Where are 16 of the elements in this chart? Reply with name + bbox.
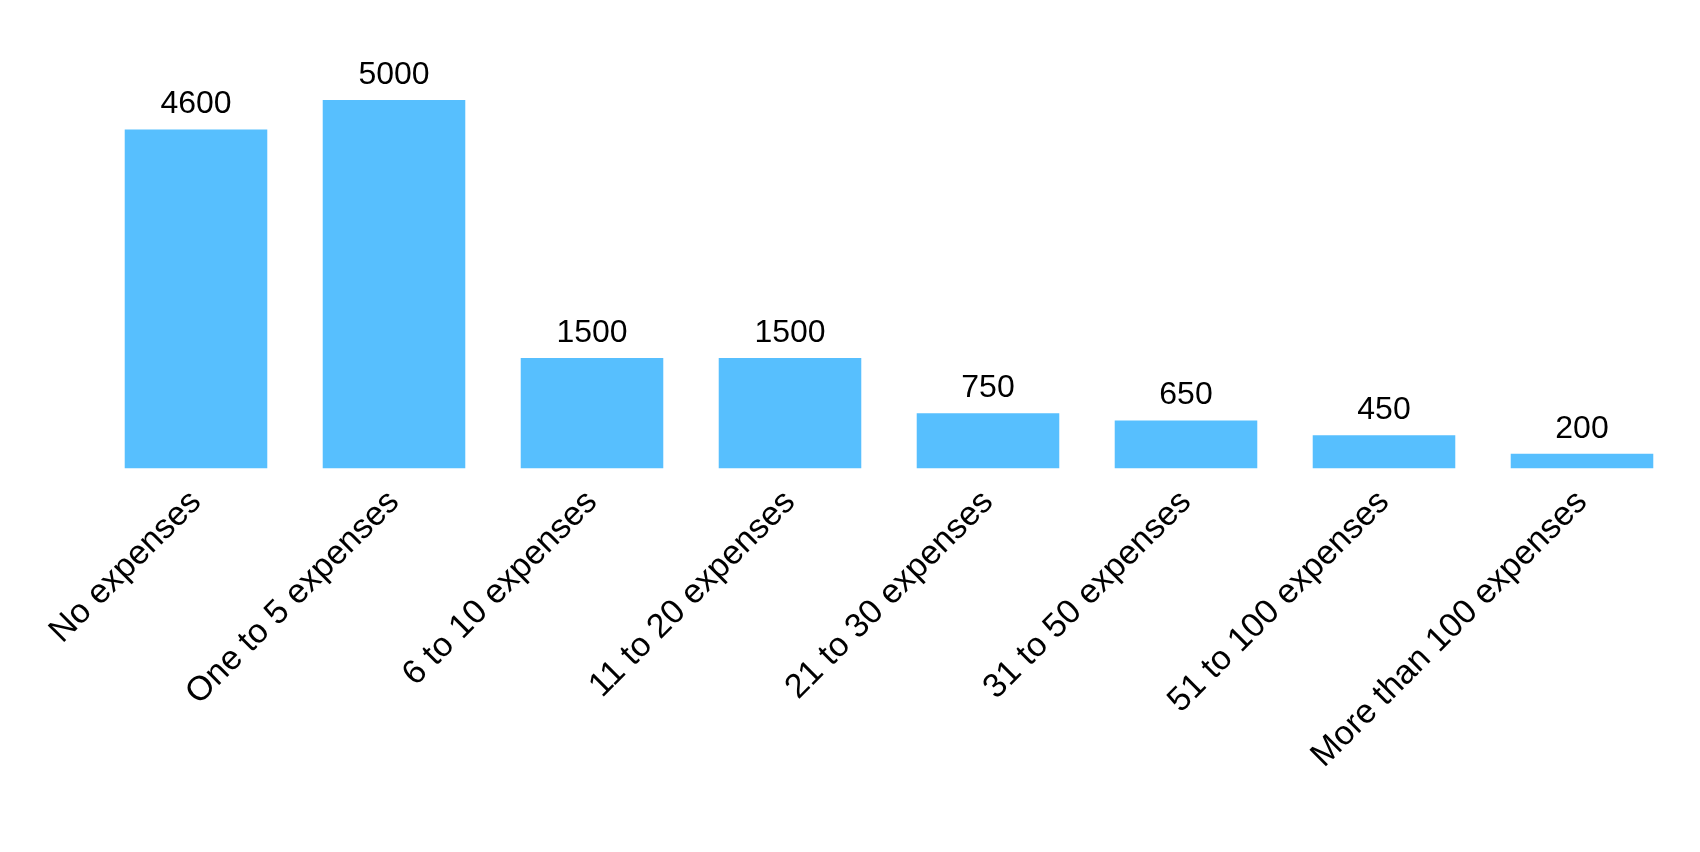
data-label: 1500: [754, 312, 826, 349]
data-label: 650: [1159, 375, 1213, 412]
bar: [1114, 420, 1258, 469]
data-label: 200: [1555, 408, 1609, 445]
bar: [1510, 453, 1654, 469]
data-label: 4600: [160, 84, 232, 121]
bar: [322, 100, 466, 469]
bar: [1312, 435, 1456, 469]
bar: [916, 413, 1060, 469]
data-label: 450: [1357, 390, 1411, 427]
bar: [520, 357, 664, 469]
bar: [124, 129, 268, 469]
bar: [718, 357, 862, 469]
data-label: 750: [961, 368, 1015, 405]
data-label: 5000: [358, 54, 430, 91]
data-label: 1500: [556, 312, 628, 349]
